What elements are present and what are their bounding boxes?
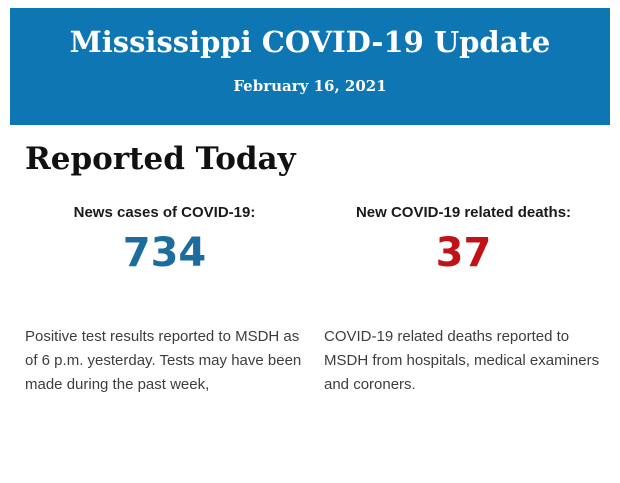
cases-value: 734 <box>122 230 207 277</box>
page-title: Reported Today <box>25 141 296 177</box>
deaths-label: New COVID-19 related deaths: <box>355 204 572 222</box>
deaths-value: 37 <box>435 230 492 277</box>
stats-columns: News cases of COVID-19: 734 Positive tes… <box>25 204 603 397</box>
banner-date: February 16, 2021 <box>233 77 387 96</box>
deaths-description: COVID-19 related deaths reported to MSDH… <box>324 328 600 394</box>
stat-column-cases: News cases of COVID-19: 734 Positive tes… <box>25 204 304 397</box>
main-content: Reported Today News cases of COVID-19: 7… <box>25 125 603 397</box>
cases-label: News cases of COVID-19: <box>73 204 256 222</box>
stat-column-deaths: New COVID-19 related deaths: 37 COVID-19… <box>324 204 603 397</box>
header-banner: Mississippi COVID-19 Update February 16,… <box>10 8 610 125</box>
cases-description: Positive test results reported to MSDH a… <box>25 328 302 394</box>
banner-title: Mississippi COVID-19 Update <box>69 25 551 59</box>
